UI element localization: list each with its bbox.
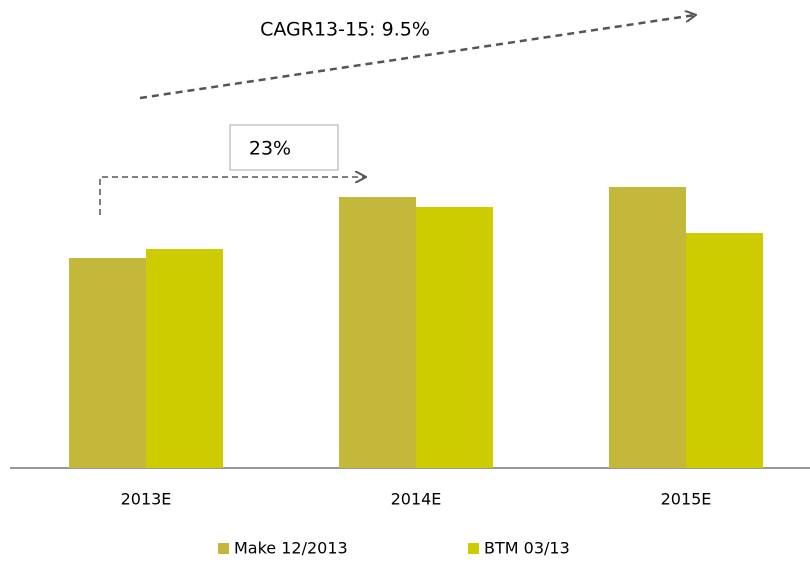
legend-label: BTM 03/13 [484, 539, 570, 558]
legend-swatch [468, 543, 479, 554]
legend-label: Make 12/2013 [234, 539, 348, 558]
x-tick-label: 2013E [121, 490, 172, 509]
bar [416, 207, 493, 468]
growth-box [229, 124, 339, 171]
cagr-label: CAGR13-15: 9.5% [260, 19, 430, 41]
x-tick-label: 2014E [391, 490, 442, 509]
bar [69, 258, 146, 468]
cagr-arrow [139, 15, 695, 100]
bar [609, 187, 686, 468]
bar [339, 197, 416, 468]
bar [686, 233, 763, 468]
x-tick-label: 2015E [661, 490, 712, 509]
bar [146, 249, 223, 468]
growth-arrow [99, 177, 365, 215]
legend-swatch [218, 543, 229, 554]
growth-label: 23% [249, 138, 291, 160]
